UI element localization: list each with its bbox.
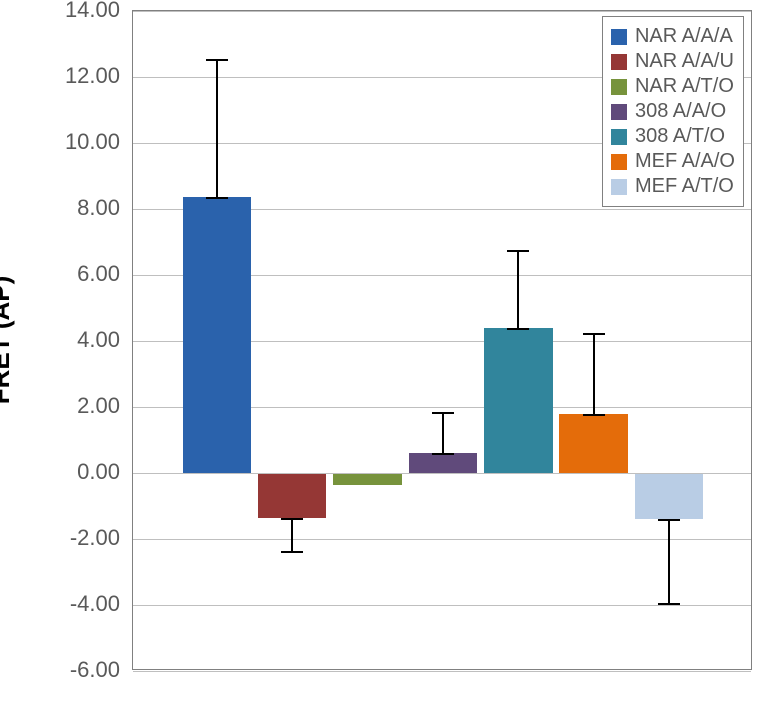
legend-item: 308 A/A/O [611,100,735,123]
error-cap [281,518,303,520]
legend-swatch [611,104,627,120]
gridline [133,539,751,540]
legend-label: NAR A/A/U [635,50,734,73]
bar [183,197,252,473]
error-cap [658,519,680,521]
legend-label: MEF A/A/O [635,150,735,173]
y-tick-label: -4.00 [0,591,120,617]
error-bar [216,59,218,198]
y-tick-label: 6.00 [0,261,120,287]
legend-label: NAR A/A/A [635,25,733,48]
legend-item: 308 A/T/O [611,125,735,148]
legend-swatch [611,129,627,145]
y-tick-label: 8.00 [0,195,120,221]
error-cap [432,453,454,455]
y-tick-label: -2.00 [0,525,120,551]
error-cap [206,59,228,61]
y-tick-label: 12.00 [0,63,120,89]
error-cap [206,197,228,199]
error-cap [432,412,454,414]
y-tick-label: 0.00 [0,459,120,485]
y-tick-label: 4.00 [0,327,120,353]
legend-swatch [611,179,627,195]
bar [559,414,628,473]
y-tick-label: 2.00 [0,393,120,419]
error-cap [583,414,605,416]
legend-swatch [611,29,627,45]
gridline [133,671,751,672]
error-bar [291,518,293,551]
error-cap [658,603,680,605]
y-tick-label: 14.00 [0,0,120,23]
bar [484,328,553,473]
error-cap [507,328,529,330]
error-bar [668,519,670,603]
legend-swatch [611,54,627,70]
legend-swatch [611,154,627,170]
error-bar [593,333,595,414]
bar [258,473,327,518]
error-bar [442,412,444,453]
zero-line [133,473,751,474]
chart-container: FRET (AP) -6.00-4.00-2.000.002.004.006.0… [0,0,774,704]
legend-label: MEF A/T/O [635,175,734,198]
y-tick-label: -6.00 [0,657,120,683]
bar [409,453,478,473]
legend-label: NAR A/T/O [635,75,734,98]
legend-item: MEF A/A/O [611,150,735,173]
legend-item: MEF A/T/O [611,175,735,198]
y-tick-label: 10.00 [0,129,120,155]
legend-item: NAR A/A/U [611,50,735,73]
error-cap [281,551,303,553]
legend-swatch [611,79,627,95]
legend: NAR A/A/ANAR A/A/UNAR A/T/O308 A/A/O308 … [602,16,744,207]
legend-item: NAR A/T/O [611,75,735,98]
legend-label: 308 A/A/O [635,100,726,123]
error-cap [583,333,605,335]
bar [635,473,704,519]
legend-label: 308 A/T/O [635,125,725,148]
error-bar [517,250,519,328]
bar [333,473,402,485]
gridline [133,11,751,12]
error-cap [507,250,529,252]
legend-item: NAR A/A/A [611,25,735,48]
